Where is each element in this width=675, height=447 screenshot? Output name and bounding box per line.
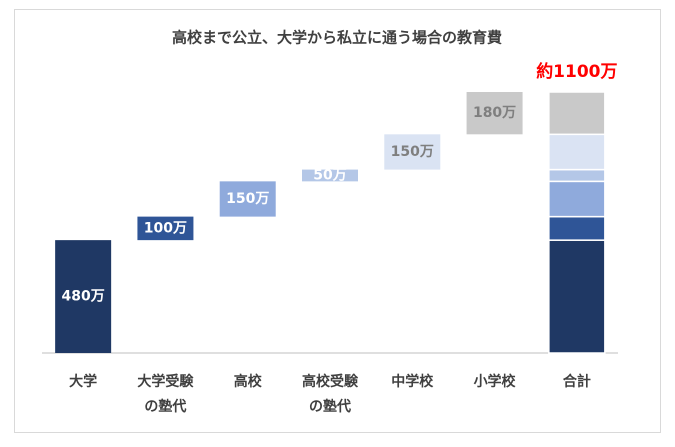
x-tick-label: 中学校: [391, 373, 434, 390]
bar: [466, 92, 523, 135]
x-tick-label: 高校: [234, 373, 263, 390]
bar: [302, 169, 358, 182]
x-tick-label: 高校受験: [302, 373, 359, 390]
total-segment: [548, 215, 606, 241]
total-segment: [548, 133, 606, 171]
total-segment: [548, 91, 606, 136]
total-segment: [548, 239, 606, 354]
bar: [384, 134, 441, 170]
total-segment: [548, 180, 606, 218]
x-tick-label: の塾代: [309, 398, 351, 415]
value-label: 480万: [62, 289, 105, 305]
chart-title: 高校まで公立、大学から私立に通う場合の教育費: [172, 29, 502, 47]
x-tick-label: の塾代: [144, 398, 186, 415]
bar: [137, 216, 194, 241]
x-tick-label: 合計: [563, 373, 591, 390]
x-tick-label: 小学校: [474, 373, 517, 390]
bar: [219, 181, 276, 217]
total-segment: [548, 168, 606, 183]
bar: [55, 240, 112, 353]
total-annotation: 約1100万: [536, 61, 617, 82]
value-label: 50万: [313, 167, 346, 183]
value-label: 150万: [226, 191, 269, 207]
value-label: 100万: [144, 220, 187, 236]
x-tick-label: 大学: [69, 373, 97, 390]
x-tick-label: 大学受験: [137, 373, 194, 390]
value-label: 180万: [473, 105, 516, 121]
value-label: 150万: [391, 144, 434, 160]
